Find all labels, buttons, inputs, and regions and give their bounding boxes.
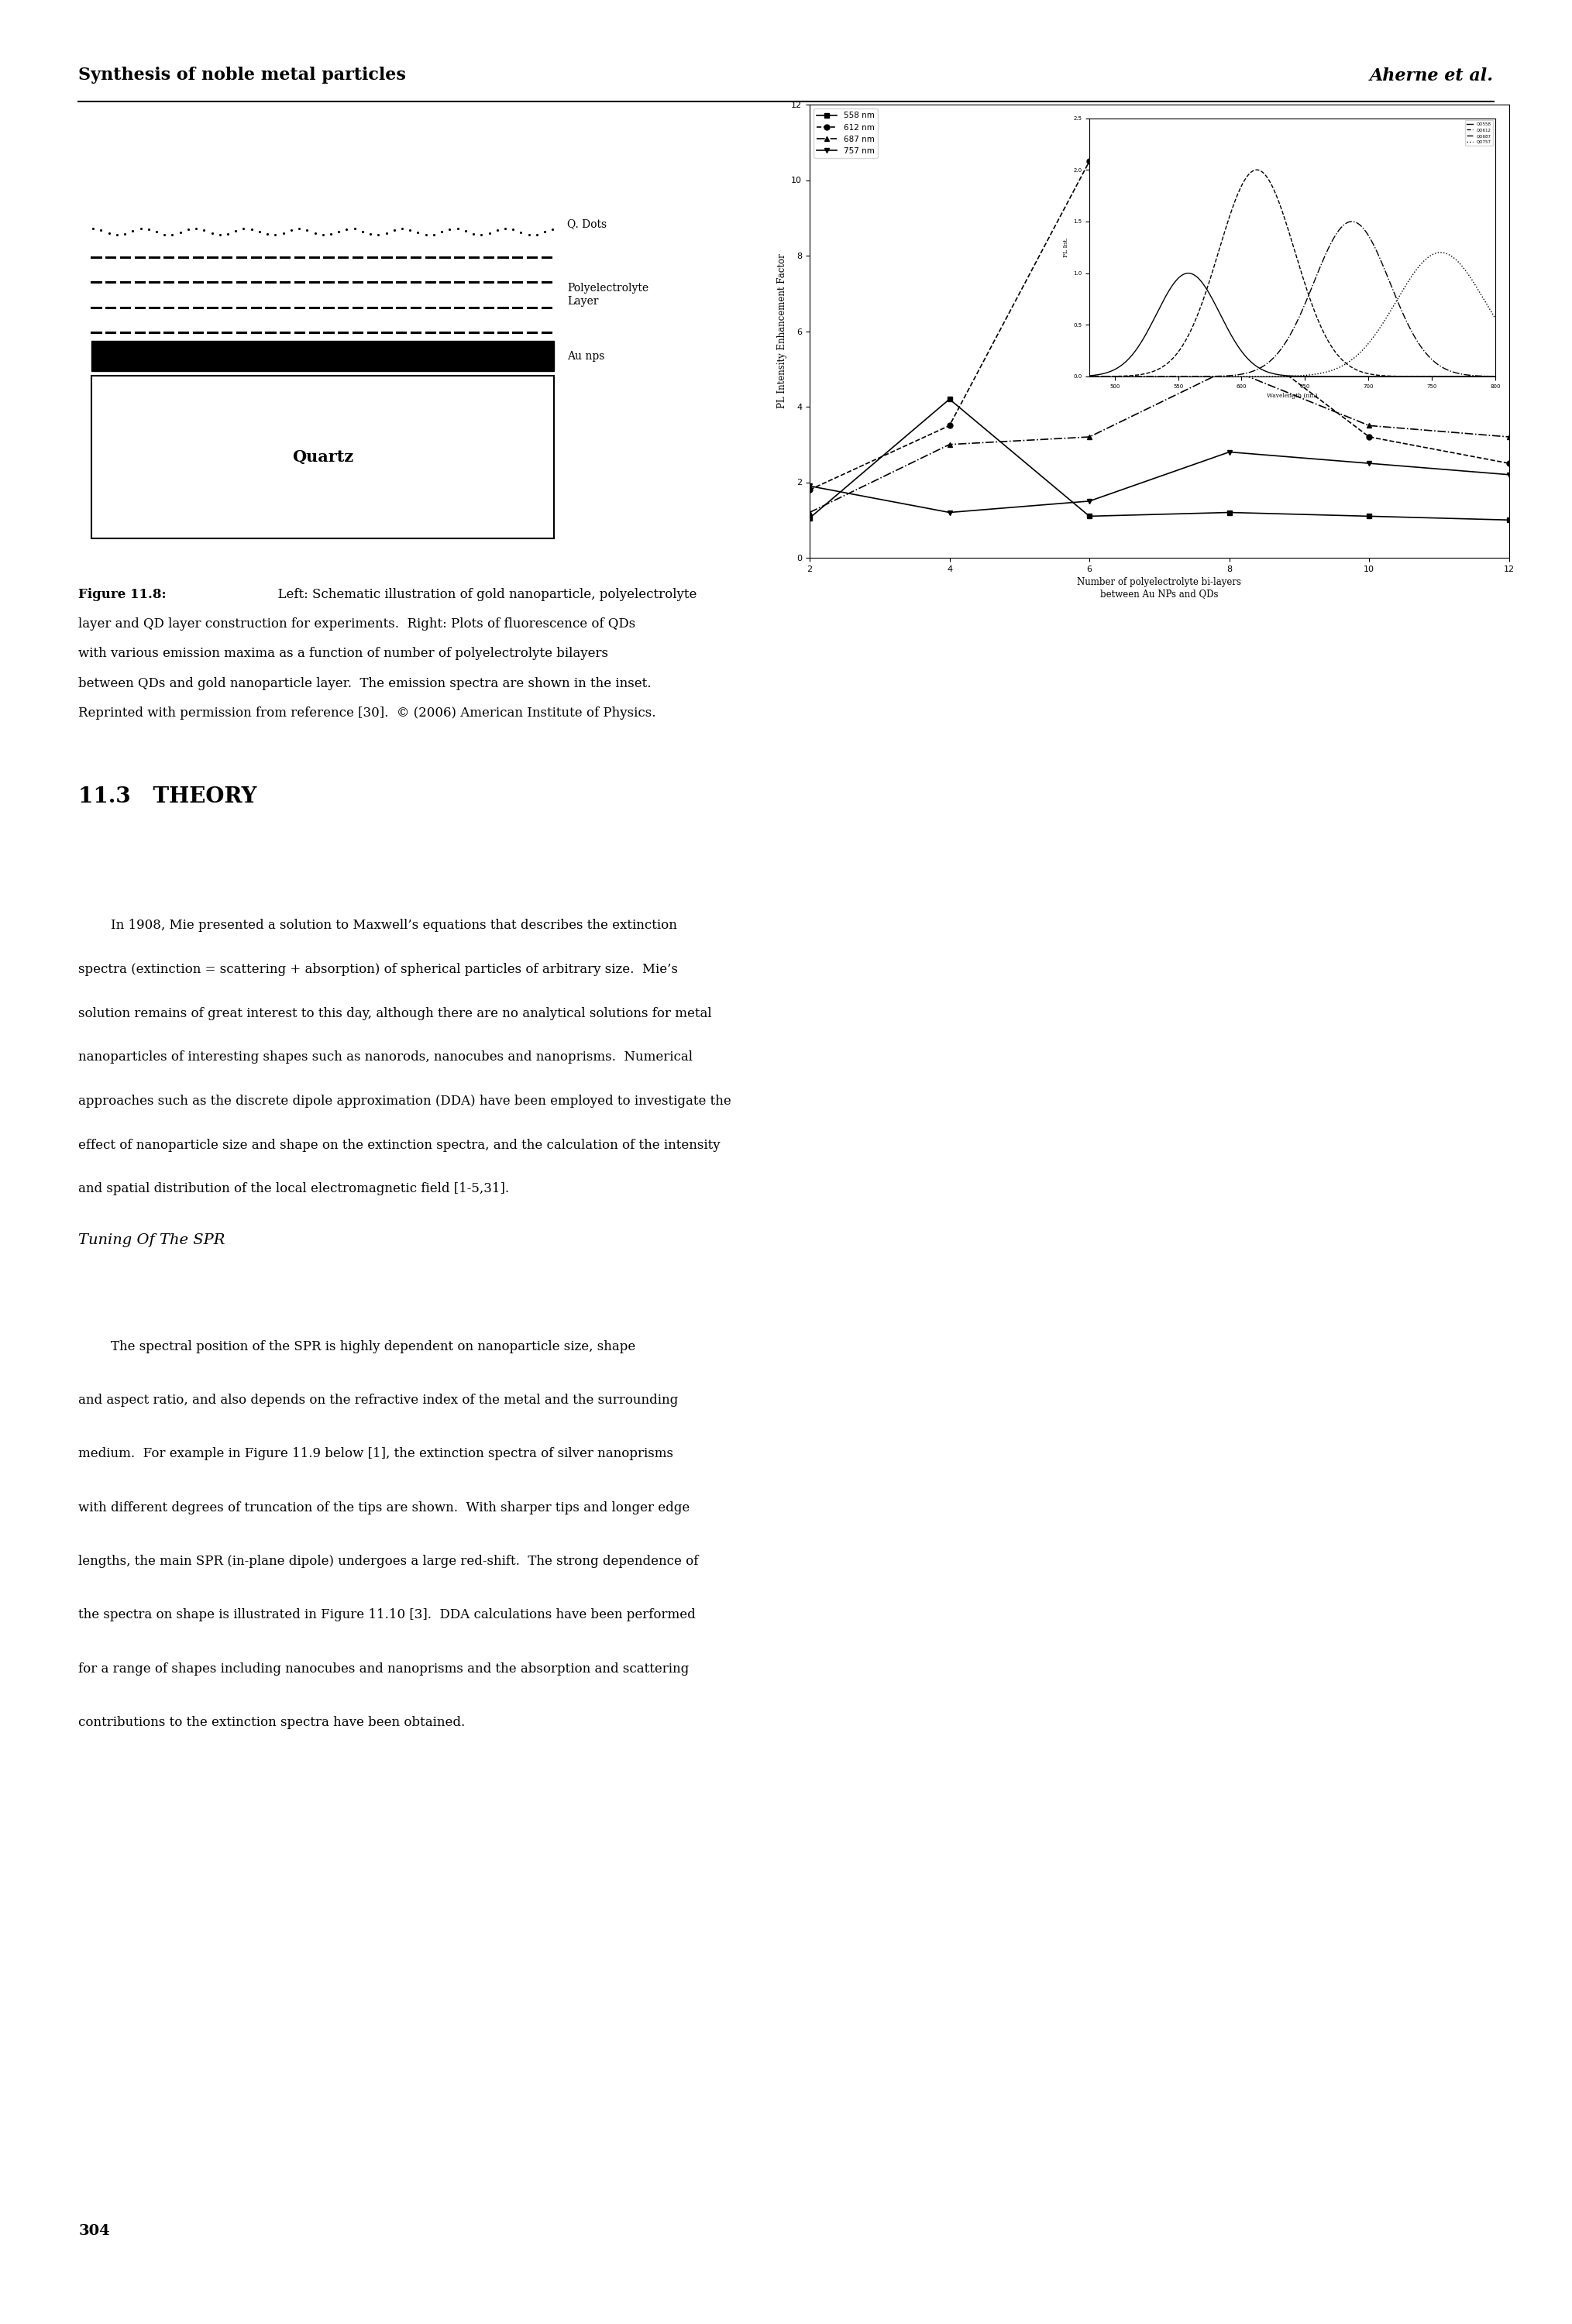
757 nm [800, 472, 819, 500]
612 nm [940, 411, 959, 439]
558 nm [1500, 507, 1519, 535]
558 nm [1080, 502, 1099, 530]
Line: 687 nm: 687 nm [806, 367, 1512, 516]
Text: 11.3   THEORY: 11.3 THEORY [79, 786, 258, 806]
687 nm [1080, 423, 1099, 451]
Text: with various emission maxima as a function of number of polyelectrolyte bilayers: with various emission maxima as a functi… [79, 646, 608, 660]
687 nm [1500, 423, 1519, 451]
Text: lengths, the main SPR (in-plane dipole) undergoes a large red-shift.  The strong: lengths, the main SPR (in-plane dipole) … [79, 1555, 698, 1569]
Text: Figure 11.8:: Figure 11.8: [79, 588, 167, 602]
687 nm [940, 430, 959, 458]
Text: medium.  For example in Figure 11.9 below [1], the extinction spectra of silver : medium. For example in Figure 11.9 below… [79, 1448, 674, 1459]
Text: effect of nanoparticle size and shape on the extinction spectra, and the calcula: effect of nanoparticle size and shape on… [79, 1139, 720, 1153]
Text: Aherne et al.: Aherne et al. [1369, 67, 1493, 84]
558 nm [1220, 500, 1239, 528]
Text: 304: 304 [79, 2224, 110, 2238]
Line: 612 nm: 612 nm [806, 158, 1512, 493]
757 nm [940, 500, 959, 528]
Text: solution remains of great interest to this day, although there are no analytical: solution remains of great interest to th… [79, 1006, 712, 1020]
757 nm [1360, 449, 1379, 476]
Text: Synthesis of noble metal particles: Synthesis of noble metal particles [79, 67, 406, 84]
687 nm [1220, 356, 1239, 383]
612 nm [800, 476, 819, 504]
Text: Au nps: Au nps [567, 351, 605, 363]
Line: 558 nm: 558 nm [806, 397, 1512, 523]
Text: approaches such as the discrete dipole approximation (DDA) have been employed to: approaches such as the discrete dipole a… [79, 1095, 731, 1109]
757 nm [1080, 488, 1099, 516]
Y-axis label: PL Intensity Enhancement Factor: PL Intensity Enhancement Factor [777, 253, 788, 409]
687 nm [800, 500, 819, 528]
757 nm [1500, 460, 1519, 488]
Line: 757 nm: 757 nm [806, 449, 1512, 516]
Bar [91, 342, 553, 372]
Text: between QDs and gold nanoparticle layer.  The emission spectra are shown in the : between QDs and gold nanoparticle layer.… [79, 676, 651, 690]
Text: Polyelectrolyte
Layer: Polyelectrolyte Layer [567, 284, 649, 307]
Text: layer and QD layer construction for experiments.  Right: Plots of fluorescence o: layer and QD layer construction for expe… [79, 618, 635, 630]
Text: and spatial distribution of the local electromagnetic field [1-5,31].: and spatial distribution of the local el… [79, 1183, 509, 1195]
Text: the spectra on shape is illustrated in Figure 11.10 [3].  DDA calculations have : the spectra on shape is illustrated in F… [79, 1608, 696, 1622]
Bar [91, 374, 553, 539]
612 nm [1500, 449, 1519, 476]
Text: contributions to the extinction spectra have been obtained.: contributions to the extinction spectra … [79, 1715, 465, 1729]
612 nm [1080, 146, 1099, 174]
Text: nanoparticles of interesting shapes such as nanorods, nanocubes and nanoprisms. : nanoparticles of interesting shapes such… [79, 1050, 693, 1064]
Legend: 558 nm, 612 nm, 687 nm, 757 nm: 558 nm, 612 nm, 687 nm, 757 nm [814, 109, 877, 158]
558 nm [940, 386, 959, 414]
757 nm [1220, 437, 1239, 465]
Text: and aspect ratio, and also depends on the refractive index of the metal and the : and aspect ratio, and also depends on th… [79, 1394, 679, 1406]
Text: spectra (extinction = scattering + absorption) of spherical particles of arbitra: spectra (extinction = scattering + absor… [79, 962, 678, 976]
X-axis label: Number of polyelectrolyte bi-layers
between Au NPs and QDs: Number of polyelectrolyte bi-layers betw… [1077, 576, 1242, 600]
Text: Tuning Of The SPR: Tuning Of The SPR [79, 1234, 225, 1248]
Text: Left: Schematic illustration of gold nanoparticle, polyelectrolyte: Left: Schematic illustration of gold nan… [270, 588, 696, 602]
612 nm [1360, 423, 1379, 451]
Text: for a range of shapes including nanocubes and nanoprisms and the absorption and : for a range of shapes including nanocube… [79, 1662, 689, 1676]
687 nm [1360, 411, 1379, 439]
Text: Q. Dots: Q. Dots [567, 218, 607, 230]
Text: with different degrees of truncation of the tips are shown.  With sharper tips a: with different degrees of truncation of … [79, 1501, 690, 1515]
Text: The spectral position of the SPR is highly dependent on nanoparticle size, shape: The spectral position of the SPR is high… [79, 1341, 635, 1353]
612 nm [1220, 318, 1239, 346]
Text: In 1908, Mie presented a solution to Maxwell’s equations that describes the exti: In 1908, Mie presented a solution to Max… [79, 918, 678, 932]
558 nm [1360, 502, 1379, 530]
Text: Reprinted with permission from reference [30].  © (2006) American Institute of P: Reprinted with permission from reference… [79, 706, 656, 720]
558 nm [800, 504, 819, 532]
Text: Quartz: Quartz [292, 449, 354, 465]
